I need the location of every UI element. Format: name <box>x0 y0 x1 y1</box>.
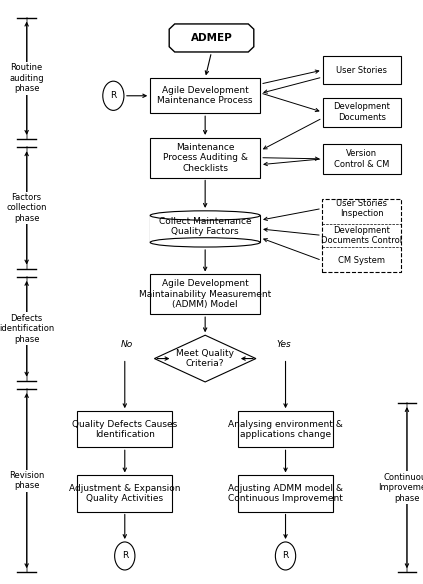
Bar <box>322 199 401 272</box>
FancyBboxPatch shape <box>322 144 401 174</box>
FancyBboxPatch shape <box>77 475 172 512</box>
Text: Development
Documents Control: Development Documents Control <box>321 225 402 245</box>
Text: Agile Development
Maintainability Measurement
(ADMM) Model: Agile Development Maintainability Measur… <box>139 279 271 310</box>
FancyBboxPatch shape <box>150 274 260 314</box>
FancyBboxPatch shape <box>322 98 401 127</box>
Polygon shape <box>169 24 254 52</box>
Text: Analysing environment &
applications change: Analysing environment & applications cha… <box>228 419 343 439</box>
Circle shape <box>275 542 296 570</box>
Text: User Stories
Inspection: User Stories Inspection <box>336 199 387 218</box>
Text: Routine
auditing
phase: Routine auditing phase <box>9 63 44 93</box>
FancyBboxPatch shape <box>150 215 260 242</box>
Circle shape <box>115 542 135 570</box>
Ellipse shape <box>150 238 260 247</box>
Text: R: R <box>110 91 116 100</box>
FancyBboxPatch shape <box>238 411 333 447</box>
Text: CM System: CM System <box>338 256 385 265</box>
Text: Meet Quality
Criteria?: Meet Quality Criteria? <box>176 349 234 369</box>
Text: Revision
phase: Revision phase <box>9 471 44 491</box>
Text: R: R <box>122 551 128 561</box>
FancyBboxPatch shape <box>77 411 172 447</box>
FancyBboxPatch shape <box>150 138 260 178</box>
Text: Development
Documents: Development Documents <box>333 102 390 122</box>
FancyBboxPatch shape <box>238 475 333 512</box>
FancyBboxPatch shape <box>150 215 260 242</box>
Circle shape <box>103 81 124 110</box>
Text: User Stories: User Stories <box>336 65 387 75</box>
Text: Adjustment & Expansion
Quality Activities: Adjustment & Expansion Quality Activitie… <box>69 484 181 503</box>
Text: Defects
identification
phase: Defects identification phase <box>0 314 54 344</box>
Text: Factors
collection
phase: Factors collection phase <box>6 193 47 223</box>
FancyBboxPatch shape <box>150 78 260 113</box>
Ellipse shape <box>150 211 260 220</box>
Text: Yes: Yes <box>276 340 291 349</box>
FancyBboxPatch shape <box>322 56 401 84</box>
Text: ADMEP: ADMEP <box>191 33 232 43</box>
Text: Continuous
Improvement
phase: Continuous Improvement phase <box>379 472 423 503</box>
Text: Agile Development
Maintenance Process: Agile Development Maintenance Process <box>157 86 253 106</box>
Text: Version
Control & CM: Version Control & CM <box>334 149 389 169</box>
Text: Quality Defects Causes
Identification: Quality Defects Causes Identification <box>72 419 177 439</box>
Text: Maintenance
Process Auditing &
Checklists: Maintenance Process Auditing & Checklist… <box>163 142 247 173</box>
Text: Adjusting ADMM model &
Continuous Improvement: Adjusting ADMM model & Continuous Improv… <box>228 484 343 503</box>
Polygon shape <box>154 335 256 382</box>
Text: R: R <box>283 551 288 561</box>
Text: Collect Maintenance
Quality Factors: Collect Maintenance Quality Factors <box>159 217 251 237</box>
Text: No: No <box>121 340 133 349</box>
